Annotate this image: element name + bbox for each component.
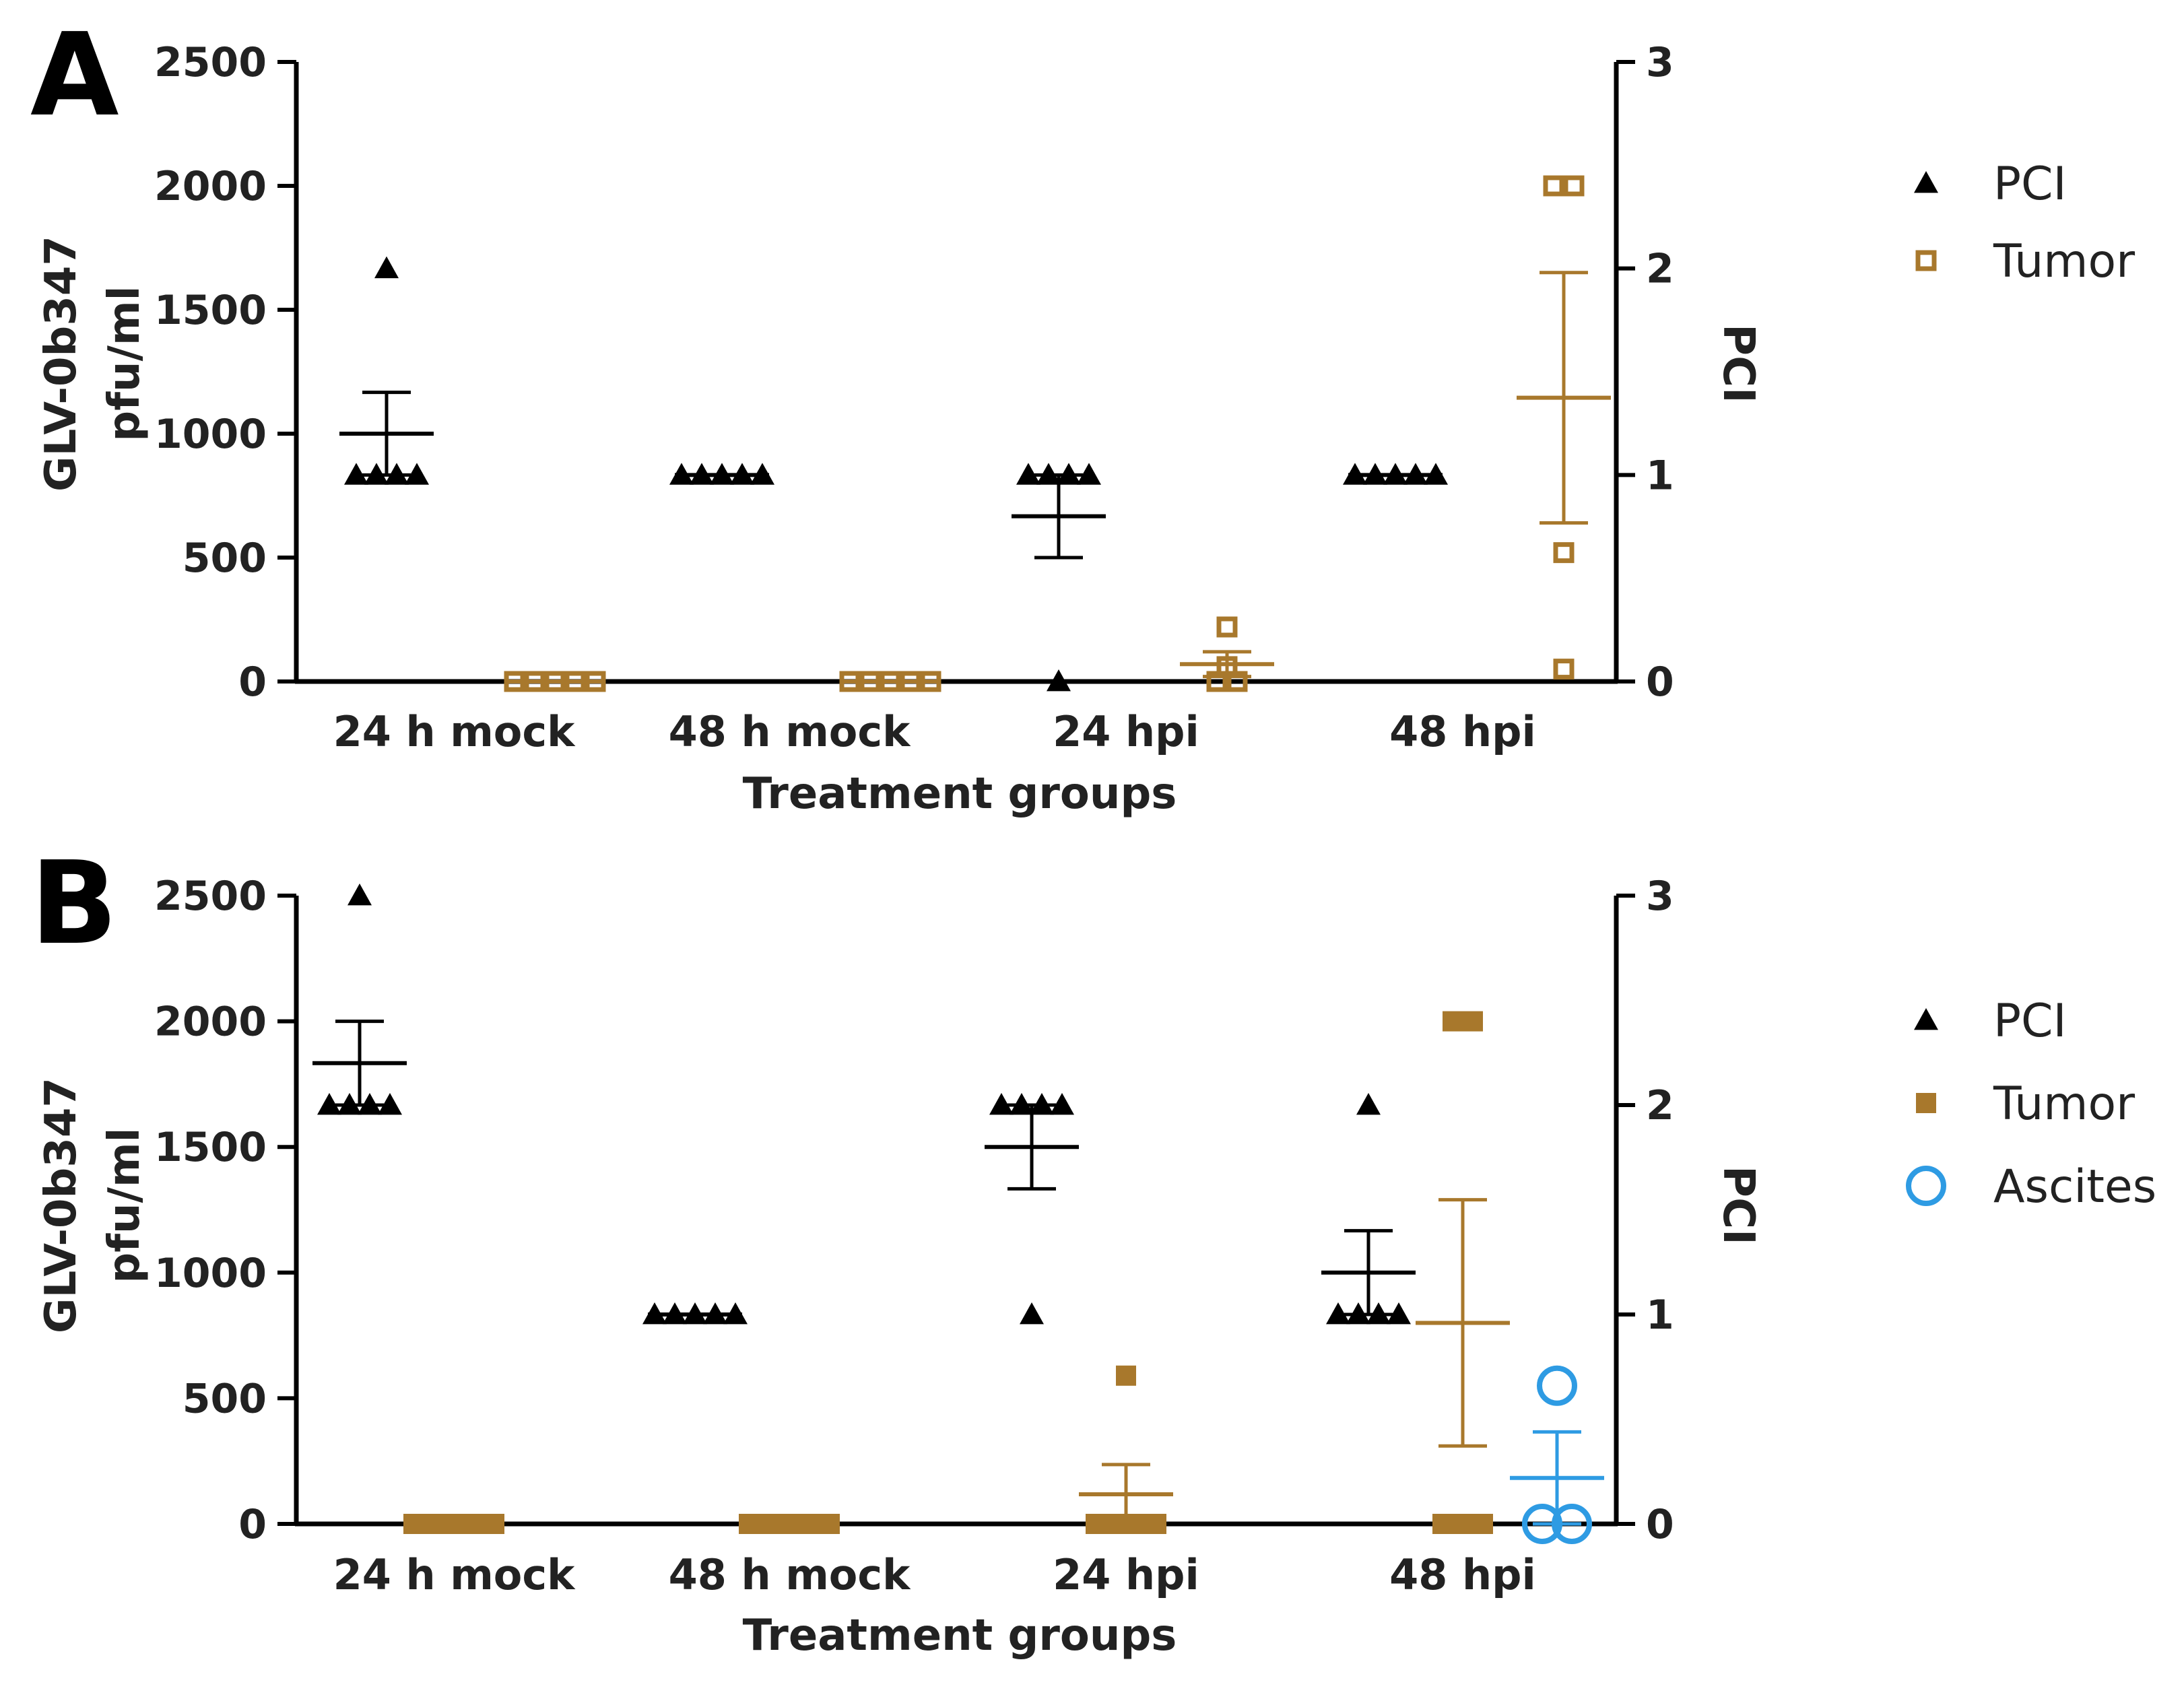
panel-b-pci-point (378, 1093, 402, 1115)
panel-b-label: B (30, 837, 118, 970)
panel-a: A 0 500 1000 1500 2000 2500 0 1 2 3 24 h mock 48 h … (30, 9, 2135, 819)
panel-b-pci-point (317, 1093, 341, 1115)
panel-b-tumor-point (1116, 1365, 1136, 1386)
panel-b-y2-tick-label: 0 (1646, 1501, 1674, 1548)
panel-a-tumor-point (1553, 659, 1575, 680)
panel-a-legend-pci-label: PCI (1993, 158, 2067, 211)
panel-a-category-label: 24 h mock (333, 707, 576, 756)
panel-b-y-title-line-2: pfu/ml (100, 1127, 150, 1283)
panel-b-pci-point (1050, 1093, 1074, 1115)
panel-a-y2-tick-label: 3 (1646, 39, 1674, 86)
panel-a-y-tick-label: 1500 (154, 287, 267, 334)
panel-a-pci-point (374, 256, 399, 279)
panel-a-pci-point (405, 463, 429, 485)
panel-b-pci-point (1356, 1093, 1381, 1115)
panel-a-category-label: 24 hpi (1053, 707, 1199, 756)
panel-a-y-tick-label: 0 (238, 659, 267, 706)
panel-a-tumor-point (1216, 616, 1238, 638)
panel-a-category-label: 48 h mock (669, 707, 912, 756)
panel-b-pci-point (1387, 1302, 1411, 1325)
panel-a-y-tick-label: 500 (183, 535, 267, 582)
panel-a-y-tick-label: 2000 (154, 163, 267, 210)
panel-b-legend: PCI Tumor Ascites (1906, 995, 2156, 1213)
panel-a-y2-tick-label: 2 (1646, 246, 1674, 293)
panel-a-marks (344, 175, 1585, 692)
panel-b-category-label: 48 h mock (669, 1550, 912, 1599)
panel-b-pci-point (1326, 1302, 1350, 1325)
panel-b-y-tick-label: 0 (238, 1501, 267, 1548)
panel-b-marks (317, 884, 1592, 1544)
panel-b-tumor-point (1463, 1011, 1483, 1032)
panel-a-axes: 0 500 1000 1500 2000 2500 0 1 2 3 24 h mock 48 h mo… (154, 39, 1674, 756)
panel-b-y-title-line-1: GLV-0b347 (36, 1077, 86, 1333)
panel-b-category-label: 48 hpi (1389, 1550, 1536, 1599)
panel-b-y-tick-label: 2000 (154, 999, 267, 1046)
panel-b-legend-ascites-label: Ascites (1993, 1160, 2156, 1213)
panel-b-tumor-point (1453, 1514, 1473, 1534)
panel-b-x-title: Treatment groups (743, 1611, 1177, 1661)
panel-a-category-label: 48 hpi (1389, 707, 1536, 756)
panel-a-error-bars (339, 271, 1611, 684)
panel-b-axes: 0 500 1000 1500 2000 2500 0 1 2 3 24 h mock 48 h mo… (154, 873, 1674, 1599)
panel-a-y-tick-label: 1000 (154, 411, 267, 458)
panel-a-y2-tick-label: 1 (1646, 452, 1674, 499)
panel-b-legend-ascites-marker (1906, 1166, 1946, 1206)
panel-a-legend-tumor-label: Tumor (1993, 235, 2135, 288)
panel-b-y2-tick-label: 1 (1646, 1292, 1674, 1339)
panel-a-y-title-line-1: GLV-0b347 (36, 236, 86, 492)
panel-b-y-tick-label: 1000 (154, 1250, 267, 1297)
panel-b-y-tick-label: 2500 (154, 873, 267, 920)
panel-a-pci-point (1077, 463, 1101, 485)
panel-b-y2-title: PCI (1713, 1166, 1763, 1245)
panel-a-y-title-line-2: pfu/ml (100, 286, 150, 441)
panel-b-y-tick-label: 500 (183, 1375, 267, 1422)
panel-a-tumor-point (1543, 175, 1564, 197)
panel-b-ascites-point (1537, 1365, 1577, 1406)
panel-b-y2-tick-label: 3 (1646, 873, 1674, 920)
panel-a-legend-tumor-marker (1915, 250, 1937, 271)
panel-a-y2-title: PCI (1713, 324, 1763, 403)
panel-b-legend-pci-label: PCI (1993, 995, 2067, 1048)
panel-b-tumor-point (1473, 1514, 1493, 1534)
panel-b-pci-point (1020, 1302, 1044, 1325)
panel-a-legend: PCI Tumor (1914, 158, 2135, 288)
panel-b-category-label: 24 hpi (1053, 1550, 1199, 1599)
panel-a-legend-pci-marker (1914, 171, 1938, 193)
panel-a-y-tick-label: 2500 (154, 39, 267, 86)
panel-b-pci-point (989, 1093, 1014, 1115)
panel-b-y2-tick-label: 2 (1646, 1082, 1674, 1129)
panel-b-category-label: 24 h mock (333, 1550, 576, 1599)
panel-b-legend-pci-marker (1914, 1008, 1938, 1030)
panel-b-y-tick-label: 1500 (154, 1124, 267, 1171)
panel-a-tumor-point (1563, 175, 1585, 197)
panel-a-pci-point (344, 463, 368, 485)
panel-a-pci-point (1047, 669, 1071, 692)
panel-b-legend-tumor-label: Tumor (1993, 1077, 2135, 1131)
panel-b-tumor-point (1443, 1011, 1463, 1032)
panel-a-y2-tick-label: 0 (1646, 659, 1674, 706)
panel-a-pci-point (1016, 463, 1040, 485)
panel-a-label: A (30, 9, 119, 142)
panel-a-tumor-point (1553, 542, 1575, 564)
panel-a-x-title: Treatment groups (743, 769, 1177, 819)
panel-b-tumor-point (1432, 1514, 1453, 1534)
panel-b-legend-tumor-marker (1916, 1093, 1936, 1113)
panel-b: B 0 500 1000 1500 2000 2500 0 1 2 3 24 h mock 48 h … (30, 837, 2156, 1661)
panel-b-error-bars (312, 1020, 1604, 1526)
panel-b-pci-point (348, 884, 372, 906)
